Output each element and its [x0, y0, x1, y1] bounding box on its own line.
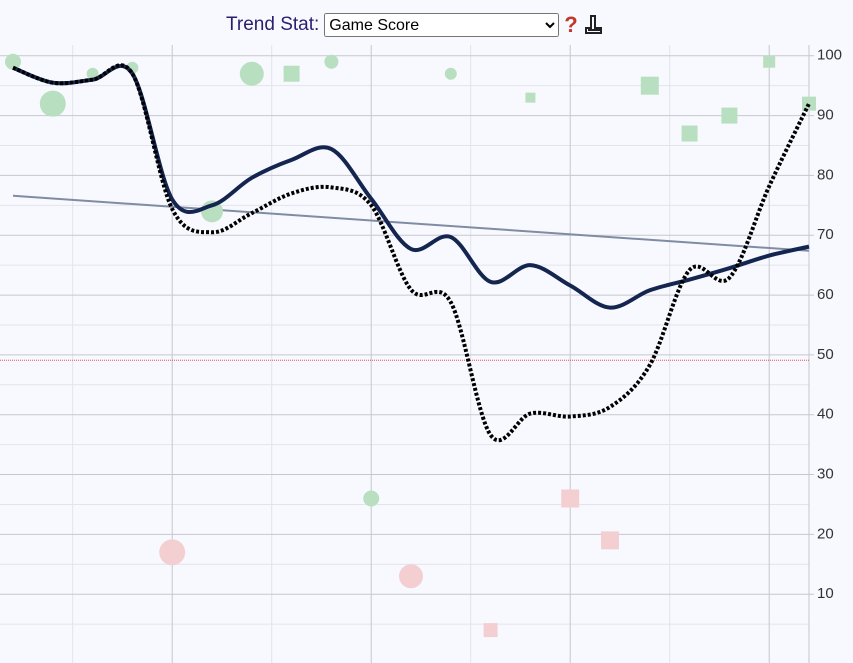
stat-select[interactable]: Game Score: [324, 13, 560, 37]
y-tick-label: 100: [817, 47, 842, 64]
point: [721, 107, 738, 124]
point: [525, 92, 536, 103]
y-tick-label: 50: [817, 346, 834, 363]
series-line: [12, 63, 811, 443]
help-icon[interactable]: ?: [564, 12, 578, 37]
point: [283, 65, 300, 82]
y-tick-label: 30: [817, 466, 834, 483]
header: Trend Stat: Game Score ?: [226, 12, 605, 38]
y-tick-label: 80: [817, 166, 834, 183]
point: [763, 55, 776, 68]
point: [444, 67, 457, 80]
point: [159, 539, 186, 566]
point: [802, 96, 816, 111]
y-tick-label: 70: [817, 226, 834, 243]
point: [324, 54, 339, 69]
y-tick-label: 10: [817, 585, 834, 602]
point: [640, 76, 659, 95]
y-tick-label: 90: [817, 107, 834, 124]
point: [86, 67, 99, 80]
y-tick-label: 40: [817, 406, 834, 423]
y-tick-label: 60: [817, 286, 834, 303]
point: [681, 125, 698, 142]
series-line: [12, 64, 810, 310]
point: [39, 90, 66, 117]
point: [399, 564, 423, 589]
tool-icon[interactable]: [583, 14, 605, 36]
y-tick-label: 20: [817, 525, 834, 542]
point: [601, 531, 619, 550]
point: [561, 489, 580, 508]
point: [239, 61, 264, 86]
point: [5, 53, 21, 70]
point: [483, 623, 498, 638]
point: [363, 490, 380, 507]
control-label: Trend Stat:: [226, 14, 320, 35]
trend-line: [12, 194, 810, 252]
